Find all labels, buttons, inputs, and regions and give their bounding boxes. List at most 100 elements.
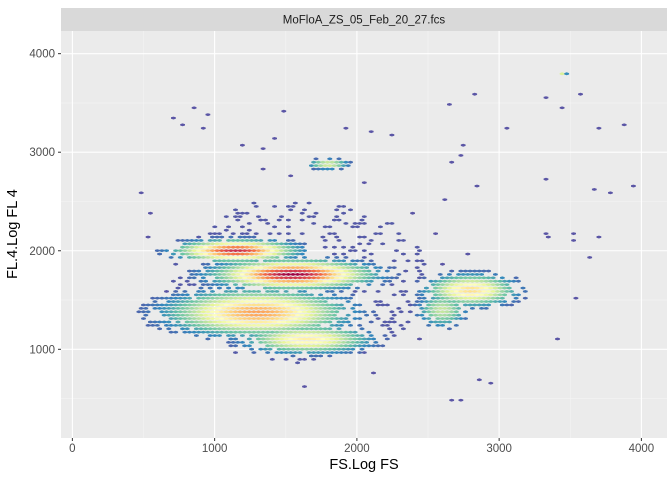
hexbin-cell (237, 330, 243, 334)
hexbin-cell (274, 330, 280, 334)
hexbin-cell (467, 276, 473, 280)
hexbin-cell (334, 323, 340, 327)
hexbin-cell (506, 286, 512, 290)
hexbin-cell (235, 286, 241, 290)
hexbin-cell (313, 347, 319, 351)
hexbin-cell (154, 323, 160, 327)
hexbin-cell (191, 317, 197, 320)
hexbin-cell (180, 293, 185, 297)
hexbin-cell (267, 293, 273, 297)
hexbin-cell (295, 300, 300, 303)
hexbin-cell (334, 235, 340, 239)
hexbin-cell (350, 340, 356, 344)
hexbin-cell (223, 290, 229, 293)
hexbin-cell (281, 273, 287, 276)
hexbin-cell (401, 252, 406, 256)
hexbin-cell (260, 337, 266, 341)
hexbin-cell (281, 266, 287, 270)
hexbin-cell (318, 259, 323, 263)
hexbin-cell (320, 296, 326, 300)
hexbin-cell (318, 279, 323, 283)
hexbin-cell (325, 296, 330, 300)
hexbin-cell (272, 327, 277, 331)
hexbin-cell (456, 293, 461, 297)
hexbin-cell (279, 283, 284, 287)
hexbin-cell (265, 249, 271, 253)
hexbin-cell (366, 269, 372, 273)
hexbin-cell (474, 293, 480, 297)
hexbin-cell (279, 323, 284, 327)
hexbin-cell (246, 296, 252, 300)
hexbin-cell (465, 279, 471, 283)
hexbin-cell (509, 303, 514, 307)
hexbin-cell (219, 242, 225, 246)
hexbin-cell (279, 296, 284, 300)
hexbin-cell (318, 320, 323, 324)
hexbin-cell (343, 296, 349, 300)
hexbin-cell (322, 300, 328, 303)
hexbin-cell (428, 279, 434, 283)
hexbin-cell (332, 306, 337, 310)
hexbin-cell (545, 235, 551, 239)
hexbin-cell (221, 245, 227, 249)
hexbin-cell (212, 293, 218, 297)
hexbin-cell (375, 303, 381, 307)
hexbin-cell (212, 334, 218, 337)
hexbin-cell (279, 276, 284, 280)
hexbin-cell (437, 313, 443, 317)
hexbin-cell (233, 344, 238, 348)
hexbin-cell (309, 354, 314, 358)
hexbin-cell (269, 256, 275, 259)
hexbin-cell (233, 242, 238, 246)
hexbin-cell (437, 306, 443, 310)
hexbin-cell (325, 344, 330, 348)
hexbin-cell (329, 317, 335, 320)
hexbin-cell (315, 317, 321, 320)
hexbin-cell (203, 300, 208, 303)
hexbin-cell (304, 334, 310, 337)
hexbin-cell (361, 262, 367, 266)
hexbin-cell (329, 351, 335, 354)
hexbin-cell (226, 286, 231, 290)
hexbin-cell (237, 215, 243, 219)
hexbin-cell (456, 273, 461, 276)
hexbin-cell (359, 266, 365, 270)
hexbin-cell (260, 167, 266, 171)
hexbin-cell (474, 273, 480, 276)
hexbin-cell (292, 269, 298, 273)
hexbin-cell (318, 354, 323, 358)
hexbin-cell (260, 249, 266, 253)
hexbin-cell (240, 245, 245, 249)
hexbin-cell (207, 300, 213, 303)
hexbin-cell (396, 306, 402, 310)
hexbin-cell (226, 293, 231, 297)
hexbin-cell (281, 306, 287, 310)
hexbin-cell (357, 323, 363, 327)
hexbin-cell (488, 286, 494, 290)
hexbin-cell (274, 290, 280, 293)
hexbin-cell (288, 310, 294, 314)
hexbin-cell (311, 330, 317, 334)
hexbin-cell (472, 92, 478, 96)
hexbin-cell (258, 293, 264, 297)
hexbin-cell (251, 262, 257, 266)
hexbin-cell (159, 303, 165, 307)
hexbin-cell (288, 242, 294, 246)
hexbin-cell (320, 167, 326, 171)
hexbin-cell (463, 290, 468, 293)
hexbin-cell (456, 279, 461, 283)
hexbin-cell (311, 323, 317, 327)
hexbin-cell (414, 279, 420, 283)
hexbin-cell (265, 242, 271, 246)
hexbin-cell (463, 310, 468, 314)
x-tick-label: 0 (69, 443, 75, 455)
hexbin-cell (318, 286, 323, 290)
hexbin-cell (511, 293, 517, 297)
hexbin-cell (447, 306, 452, 310)
hexbin-cell (269, 323, 275, 327)
hexbin-cell (230, 340, 236, 344)
hexbin-cell (200, 296, 206, 300)
hexbin-cell (449, 269, 455, 273)
hexbin-cell (233, 330, 238, 334)
hexbin-cell (221, 313, 227, 317)
